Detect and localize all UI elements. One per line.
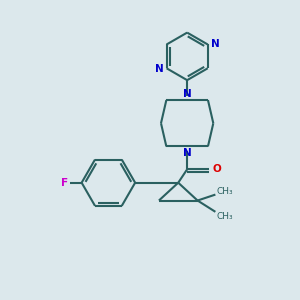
Text: O: O [212,164,221,174]
Text: N: N [155,64,164,74]
Text: N: N [183,88,191,98]
Text: N: N [211,39,219,49]
Text: N: N [183,148,191,158]
Text: F: F [61,178,68,188]
Text: CH₃: CH₃ [216,212,233,221]
Text: CH₃: CH₃ [216,187,233,196]
